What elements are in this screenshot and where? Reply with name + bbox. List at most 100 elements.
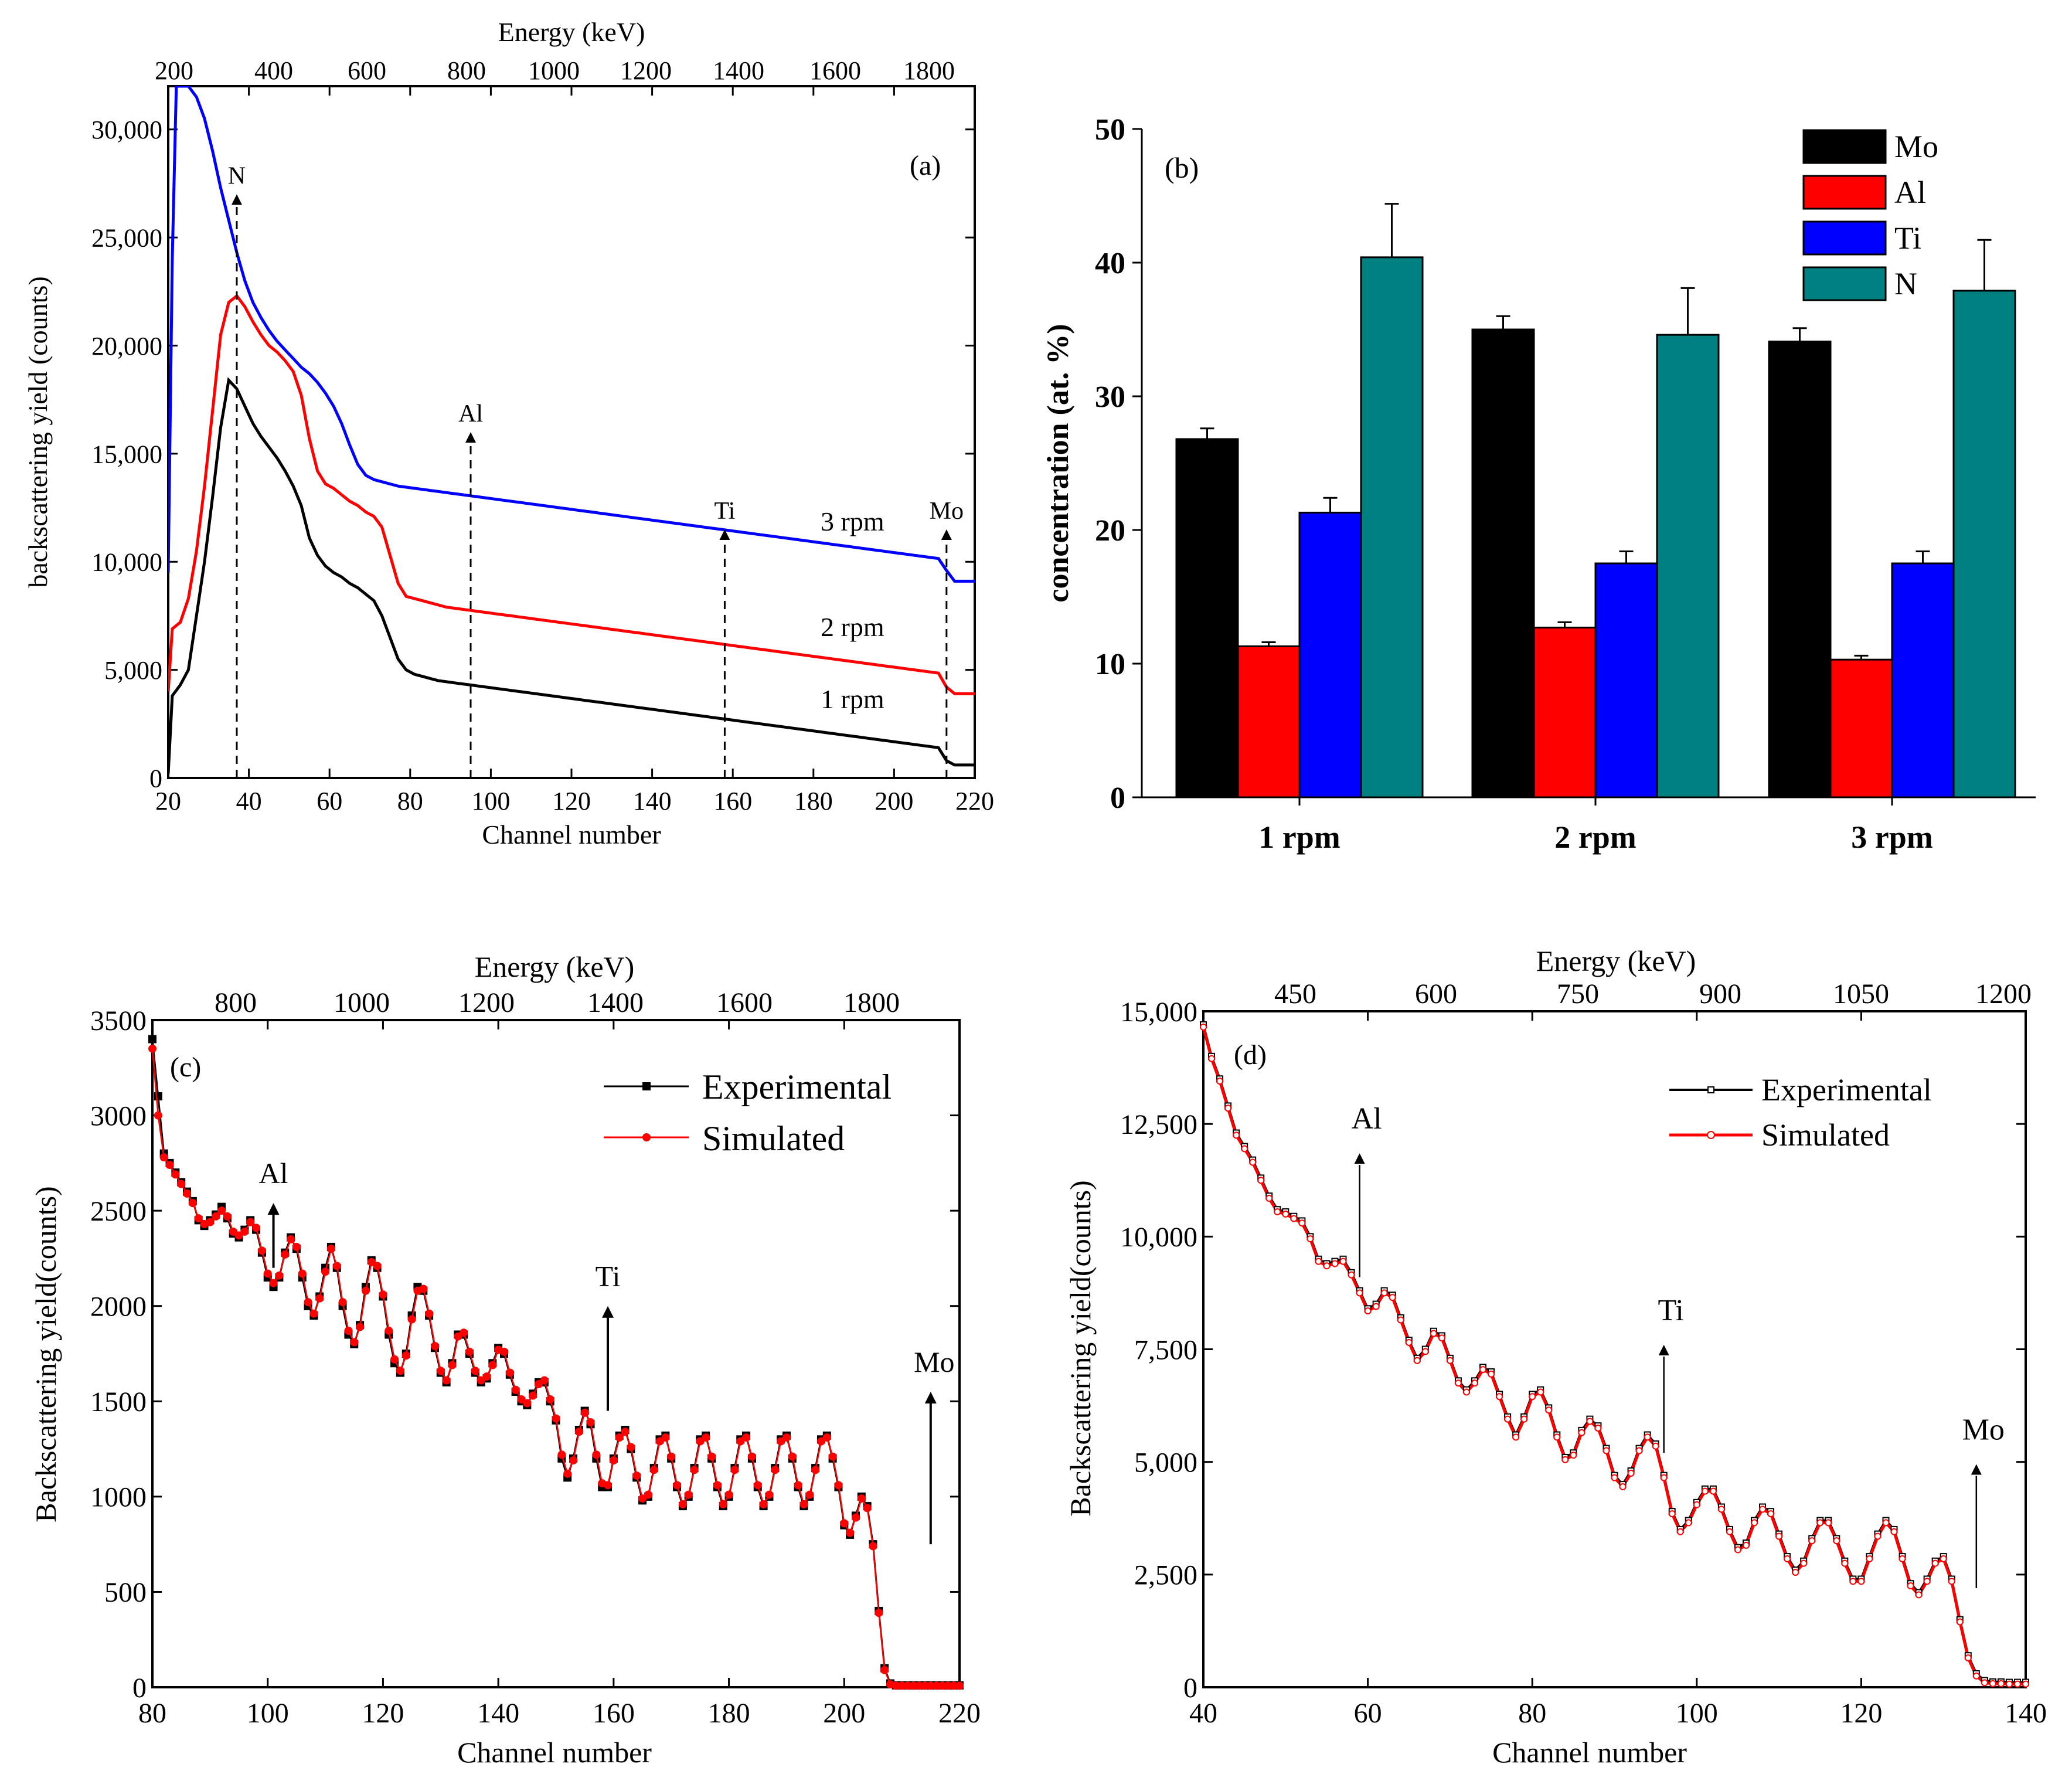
panel-d-simulated-point <box>1479 1366 1487 1374</box>
panel-c-x-tick-label: 120 <box>362 1698 404 1729</box>
panel-c-x-tick-label: 140 <box>477 1698 519 1729</box>
panel-b-bar-ti <box>1594 562 1658 798</box>
panel-c-simulated-point <box>534 1380 543 1389</box>
panel-c-simulated-point <box>460 1328 468 1337</box>
panel-c-simulated-point <box>730 1466 739 1474</box>
panel-c-simulated-point <box>304 1298 312 1307</box>
panel-c-chart: (c) Channel number Energy (keV) Backscat… <box>29 950 981 1769</box>
panel-b-bar-al <box>1829 658 1893 798</box>
panel-d-simulated-point <box>1488 1370 1495 1378</box>
panel-d-simulated-point <box>1438 1334 1445 1342</box>
panel-d-arrow-head-icon <box>1658 1344 1669 1355</box>
panel-c-x-tick-label: 160 <box>593 1698 635 1729</box>
panel-d-simulated-point <box>1446 1357 1454 1364</box>
panel-a-y-tick-label: 15,000 <box>91 440 162 468</box>
panel-c-simulated-point <box>356 1323 365 1331</box>
panel-a-arrow-head-icon <box>465 432 476 443</box>
panel-c-simulated-point <box>816 1437 825 1446</box>
panel-b-bar-mo <box>1471 328 1535 798</box>
panel-d-simulated-point <box>1709 1487 1717 1495</box>
panel-c-simulated-point <box>430 1341 439 1350</box>
panel-a-line-1rpm <box>168 377 975 774</box>
panel-c-simulated-point <box>799 1500 808 1508</box>
panel-c-simulated-point <box>234 1231 243 1240</box>
panel-d-simulated-point <box>1619 1483 1627 1490</box>
panel-d-simulated-point <box>1717 1505 1725 1513</box>
panel-c-simulated-point <box>678 1500 687 1508</box>
panel-c-simulated-point <box>240 1227 249 1236</box>
panel-d-simulated-point <box>1257 1177 1265 1184</box>
panel-c-simulated-point <box>944 1681 952 1690</box>
panel-c-simulated-point <box>615 1433 624 1442</box>
panel-d-simulated-point <box>1397 1316 1404 1324</box>
panel-d-simulated-point <box>1611 1474 1618 1481</box>
panel-c-simulated-point <box>840 1519 849 1528</box>
panel-d-simulated-point <box>1759 1505 1767 1513</box>
panel-b-bar-al <box>1533 626 1597 798</box>
panel-a-arrow-head-icon <box>941 529 952 540</box>
panel-a-annotation-label: Ti <box>715 498 736 525</box>
panel-c-simulated-point <box>753 1481 762 1490</box>
panel-a-top-tick-label: 600 <box>348 56 386 85</box>
panel-d-legend-marker-experimental <box>1707 1086 1714 1093</box>
panel-b-category-1rpm: 1 rpm <box>1258 820 1340 855</box>
panel-d-legend-experimental: Experimental <box>1761 1072 1932 1107</box>
panel-c-simulated-point <box>246 1218 255 1226</box>
panel-c-simulated-point <box>846 1528 855 1537</box>
panel-d-simulated-point <box>1578 1429 1586 1436</box>
panel-c-simulated-point <box>505 1368 514 1377</box>
panel-d-simulated-point <box>1899 1555 1906 1562</box>
panel-d-top-tick-label: 1050 <box>1833 978 1889 1010</box>
panel-d-simulated-point <box>1972 1672 1980 1680</box>
panel-b-y-tick-label: 40 <box>1095 247 1125 280</box>
panel-d-simulated-point <box>1339 1258 1347 1265</box>
panel-d-simulated-point <box>1775 1532 1783 1540</box>
panel-c-simulated-point <box>499 1347 508 1356</box>
panel-d-arrow-head-icon <box>1971 1464 1982 1475</box>
panel-c-top-tick-label: 1000 <box>334 987 390 1018</box>
panel-d-simulated-point <box>1907 1582 1914 1590</box>
panel-c-simulated-point <box>747 1452 756 1461</box>
panel-c-label: (c) <box>170 1052 201 1083</box>
panel-d-simulated-point <box>1866 1555 1873 1562</box>
panel-d-simulated-point <box>1290 1215 1298 1222</box>
panel-c-simulated-point <box>529 1391 537 1400</box>
panel-a-arrow-head-icon <box>231 194 242 205</box>
panel-d-legend-marker-simulated <box>1707 1131 1715 1139</box>
panel-c-simulated-point <box>920 1681 929 1690</box>
panel-c-simulated-point <box>805 1490 814 1499</box>
panel-b-legend-swatch-ti <box>1802 220 1887 256</box>
panel-d-simulated-point <box>1964 1654 1972 1662</box>
panel-c-simulated-point <box>557 1450 566 1459</box>
panel-c-y-tick-label: 3000 <box>90 1100 147 1131</box>
panel-b-bar-n <box>1656 334 1720 798</box>
panel-c-simulated-point <box>206 1218 215 1226</box>
panel-a-x-tick-label: 160 <box>713 787 752 815</box>
panel-c-simulated-point <box>955 1681 964 1690</box>
panel-a-top-tick-label: 1000 <box>528 56 580 85</box>
panel-d-simulated-point <box>1849 1578 1857 1585</box>
panel-d-y-tick-label: 2,500 <box>1134 1560 1197 1591</box>
panel-d-simulated-point <box>1751 1519 1758 1527</box>
panel-d-y-tick-label: 5,000 <box>1134 1447 1197 1478</box>
panel-c-simulated-point <box>477 1376 485 1385</box>
panel-c-simulated-point <box>765 1490 774 1499</box>
panel-d-simulated-point <box>1348 1271 1355 1279</box>
panel-c-simulated-point <box>644 1490 652 1499</box>
panel-d-y-tick-label: 7,500 <box>1134 1334 1197 1365</box>
panel-a-top-tick-label: 400 <box>254 56 293 85</box>
panel-b-category-3rpm: 3 rpm <box>1851 820 1933 855</box>
panel-d-arrow-head-icon <box>1354 1153 1365 1164</box>
panel-c-simulated-point <box>165 1161 174 1170</box>
panel-c-simulated-point <box>932 1681 941 1690</box>
panel-d-simulated-point <box>1462 1388 1470 1396</box>
panel-c-simulated-point <box>604 1481 613 1490</box>
panel-d-simulated-point <box>1940 1555 1947 1562</box>
panel-c-simulated-point <box>321 1267 330 1276</box>
panel-d-simulated-point <box>1430 1330 1437 1337</box>
panel-c-simulated-point <box>926 1681 935 1690</box>
panel-c-annotation-label: Ti <box>596 1260 621 1293</box>
panel-a-line-3rpm <box>168 86 975 583</box>
panel-c-simulated-point <box>275 1271 284 1280</box>
